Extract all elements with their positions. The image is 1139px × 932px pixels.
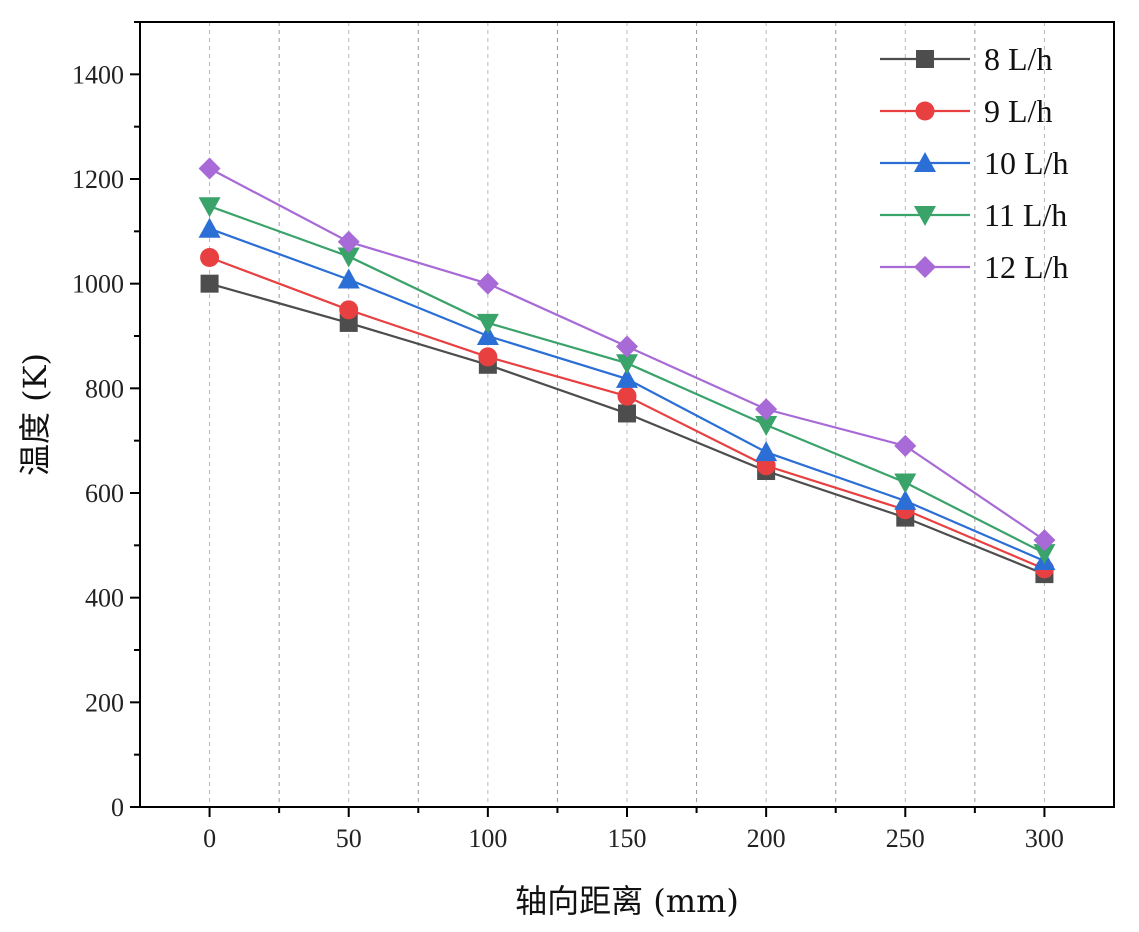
data-point <box>617 386 637 406</box>
legend-item: 11 L/h <box>880 197 1067 233</box>
data-point <box>1033 544 1056 565</box>
y-axis-title: 温度 (K) <box>16 353 54 476</box>
legend-swatch-marker <box>914 256 936 278</box>
x-tick-label: 0 <box>203 824 216 853</box>
legend-label: 8 L/h <box>984 41 1052 77</box>
data-point <box>894 473 917 494</box>
y-tick-label: 600 <box>85 479 124 508</box>
data-point <box>478 347 498 367</box>
data-point <box>200 248 220 267</box>
data-point <box>476 313 499 334</box>
x-tick-label: 50 <box>336 824 362 853</box>
data-point <box>339 313 358 332</box>
x-tick-label: 200 <box>747 824 786 853</box>
y-tick-label: 1200 <box>72 165 124 194</box>
data-point <box>755 415 778 436</box>
legend-swatch-marker <box>916 50 934 68</box>
data-point <box>616 335 638 358</box>
data-point <box>894 434 917 457</box>
data-point <box>618 404 636 423</box>
series-5 <box>198 157 1056 552</box>
data-point <box>755 441 778 462</box>
data-point <box>339 300 359 320</box>
legend-label: 12 L/h <box>984 249 1068 285</box>
y-tick-label: 1000 <box>72 270 124 299</box>
y-tick-label: 0 <box>111 793 124 822</box>
legend-swatch-marker <box>914 152 936 172</box>
legend-item: 8 L/h <box>880 41 1052 77</box>
data-point <box>1033 529 1056 552</box>
data-point <box>616 367 638 388</box>
data-point <box>337 268 360 289</box>
y-tick-label: 400 <box>85 584 124 613</box>
data-point <box>755 398 778 421</box>
x-tick-label: 150 <box>608 824 647 853</box>
legend-label: 9 L/h <box>984 93 1052 129</box>
data-point <box>616 354 638 375</box>
legend-label: 10 L/h <box>984 145 1068 181</box>
data-point <box>894 489 917 510</box>
data-point <box>198 197 221 218</box>
legend-item: 9 L/h <box>880 93 1052 129</box>
series-2 <box>200 248 1054 579</box>
legend: 8 L/h 9 L/h 10 L/h 11 L/h 12 L/h <box>880 41 1068 285</box>
data-point <box>198 217 221 238</box>
legend-item: 10 L/h <box>880 145 1068 181</box>
legend-swatch-marker <box>914 206 936 226</box>
data-point <box>337 247 360 268</box>
legend-item: 12 L/h <box>880 249 1068 285</box>
axis-ticks: 0 50 100 150 200 250 300 0 200 400 600 800 1000 1200 1… <box>72 21 1064 853</box>
x-axis-title: 轴向距离 (mm) <box>515 882 739 920</box>
data-point <box>198 157 221 180</box>
data-point <box>476 325 499 345</box>
data-point <box>200 274 219 293</box>
x-tick-label: 100 <box>468 824 507 853</box>
legend-label: 11 L/h <box>984 197 1067 233</box>
series-lines <box>198 157 1056 584</box>
series-4 <box>198 197 1056 565</box>
legend-swatch-marker <box>915 101 935 121</box>
y-tick-label: 200 <box>85 688 124 717</box>
x-tick-label: 300 <box>1025 824 1064 853</box>
data-point <box>476 272 499 295</box>
data-point <box>337 230 360 253</box>
y-tick-label: 800 <box>85 374 124 403</box>
x-tick-label: 250 <box>886 824 925 853</box>
y-tick-label: 1400 <box>72 60 124 89</box>
